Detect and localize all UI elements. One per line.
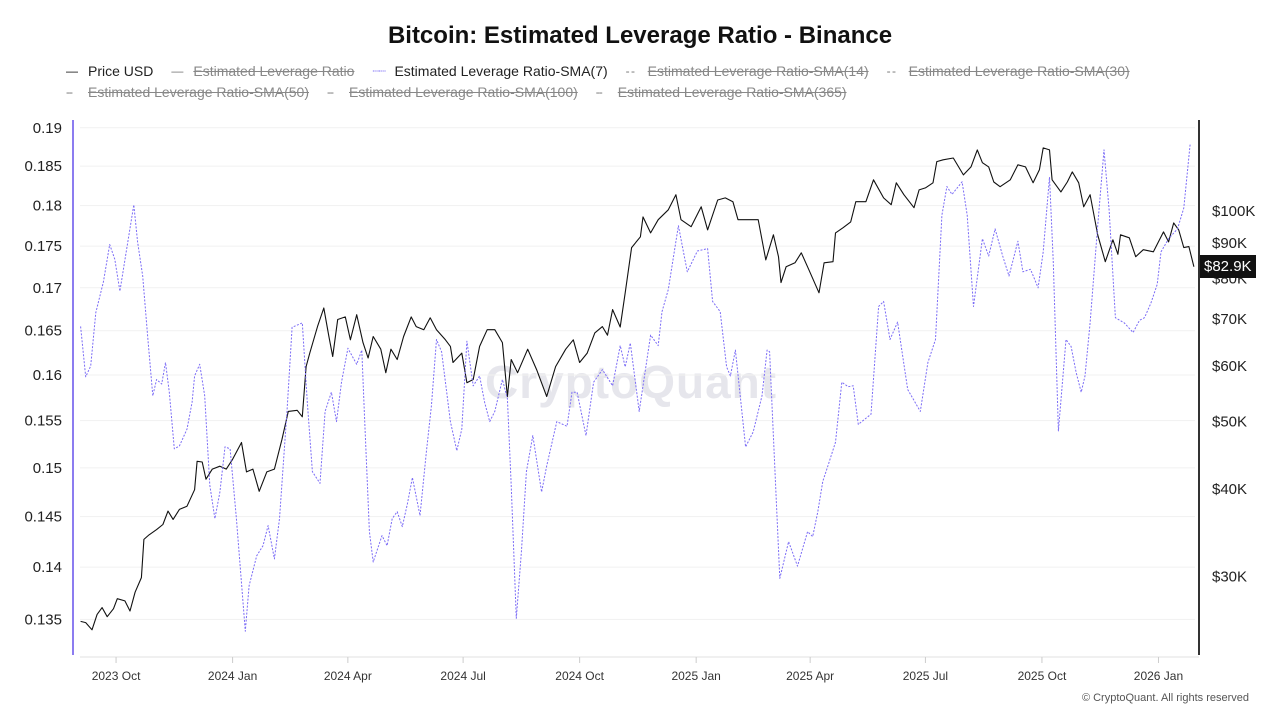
x-tick-label: 2025 Jan — [671, 669, 720, 683]
y-right-tick-label: $90K — [1212, 235, 1247, 252]
legend-marker-icon: -- — [66, 85, 73, 99]
legend-marker-icon: ┈┈ — [372, 64, 385, 78]
legend-item[interactable]: — Estimated Leverage Ratio — [171, 63, 354, 79]
legend-label: Estimated Leverage Ratio-SMA(365) — [617, 84, 847, 100]
y-right-tick-label: $100K — [1212, 203, 1255, 220]
y-left-tick-label: 0.14 — [33, 559, 62, 576]
y-left-tick-label: 0.17 — [33, 280, 62, 297]
legend-row-2: -- Estimated Leverage Ratio-SMA(50) -- Es… — [66, 84, 865, 100]
legend-label: Price USD — [88, 63, 154, 79]
legend-marker-icon: - - — [625, 64, 635, 78]
x-tick-label: 2025 Oct — [1018, 669, 1067, 683]
legend-marker-icon: -- — [327, 85, 334, 99]
y-left-tick-label: 0.155 — [24, 413, 62, 430]
legend-item[interactable]: -- Estimated Leverage Ratio-SMA(365) — [596, 84, 847, 100]
price-usd-line — [80, 147, 1195, 631]
legend-marker-icon: -- — [595, 85, 603, 99]
legend-item[interactable]: ┈┈ Estimated Leverage Ratio-SMA(7) — [372, 63, 607, 79]
x-tick-label: 2024 Jul — [440, 669, 485, 683]
copyright-footer: © CryptoQuant. All rights reserved — [1081, 692, 1249, 704]
y-left-tick-label: 0.175 — [24, 238, 62, 255]
leverage-ratio-sma7-line — [80, 144, 1191, 632]
y-left-tick-label: 0.16 — [33, 367, 62, 384]
y-left-tick-label: 0.145 — [24, 509, 62, 526]
legend-item[interactable]: — Price USD — [66, 63, 153, 79]
chart-title: Bitcoin: Estimated Leverage Ratio - Bina… — [387, 22, 893, 49]
legend-marker-icon: — — [171, 64, 183, 78]
legend-item[interactable]: -- Estimated Leverage Ratio-SMA(50) — [66, 84, 309, 100]
legend-item[interactable]: -- Estimated Leverage Ratio-SMA(100) — [327, 84, 578, 100]
y-left-tick-label: 0.18 — [33, 198, 62, 215]
y-right-tick-label: $50K — [1212, 413, 1247, 430]
y-left-tick-label: 0.19 — [33, 120, 62, 137]
x-tick-label: 2024 Apr — [324, 669, 372, 683]
y-right-tick-label: $30K — [1212, 569, 1247, 586]
legend-row-1: — Price USD — Estimated Leverage Ratio ┈┈ Est… — [66, 63, 1148, 79]
x-tick-label: 2025 Apr — [786, 669, 834, 683]
y-left-tick-label: 0.185 — [24, 158, 62, 175]
legend-label: Estimated Leverage Ratio-SMA(14) — [647, 63, 869, 79]
x-tick-label: 2023 Oct — [92, 669, 141, 683]
y-right-tick-label: $70K — [1212, 311, 1247, 328]
watermark-logo: CryptoQuant — [485, 356, 778, 408]
legend-label: Estimated Leverage Ratio — [193, 63, 355, 79]
legend-item[interactable]: - - Estimated Leverage Ratio-SMA(30) — [887, 63, 1130, 79]
y-left-tick-label: 0.165 — [24, 323, 62, 340]
legend-label: Estimated Leverage Ratio-SMA(50) — [88, 84, 309, 100]
x-tick-label: 2024 Jan — [208, 669, 257, 683]
y-left-tick-label: 0.15 — [33, 460, 62, 477]
x-tick-label: 2026 Jan — [1134, 669, 1183, 683]
y-right-tick-label: $40K — [1212, 481, 1247, 498]
legend-item[interactable]: - - Estimated Leverage Ratio-SMA(14) — [626, 63, 869, 79]
x-tick-label: 2025 Jul — [903, 669, 948, 683]
legend-label: Estimated Leverage Ratio-SMA(30) — [908, 63, 1130, 79]
y-right-tick-label: $60K — [1212, 358, 1247, 375]
y-left-tick-label: 0.135 — [24, 611, 62, 628]
legend-label: Estimated Leverage Ratio-SMA(7) — [394, 63, 608, 79]
last-price-badge: $82.9K — [1200, 255, 1256, 278]
legend-marker-icon: - - — [886, 64, 896, 78]
legend-marker-icon: — — [66, 64, 78, 78]
legend-label: Estimated Leverage Ratio-SMA(100) — [349, 84, 578, 100]
x-tick-label: 2024 Oct — [555, 669, 604, 683]
